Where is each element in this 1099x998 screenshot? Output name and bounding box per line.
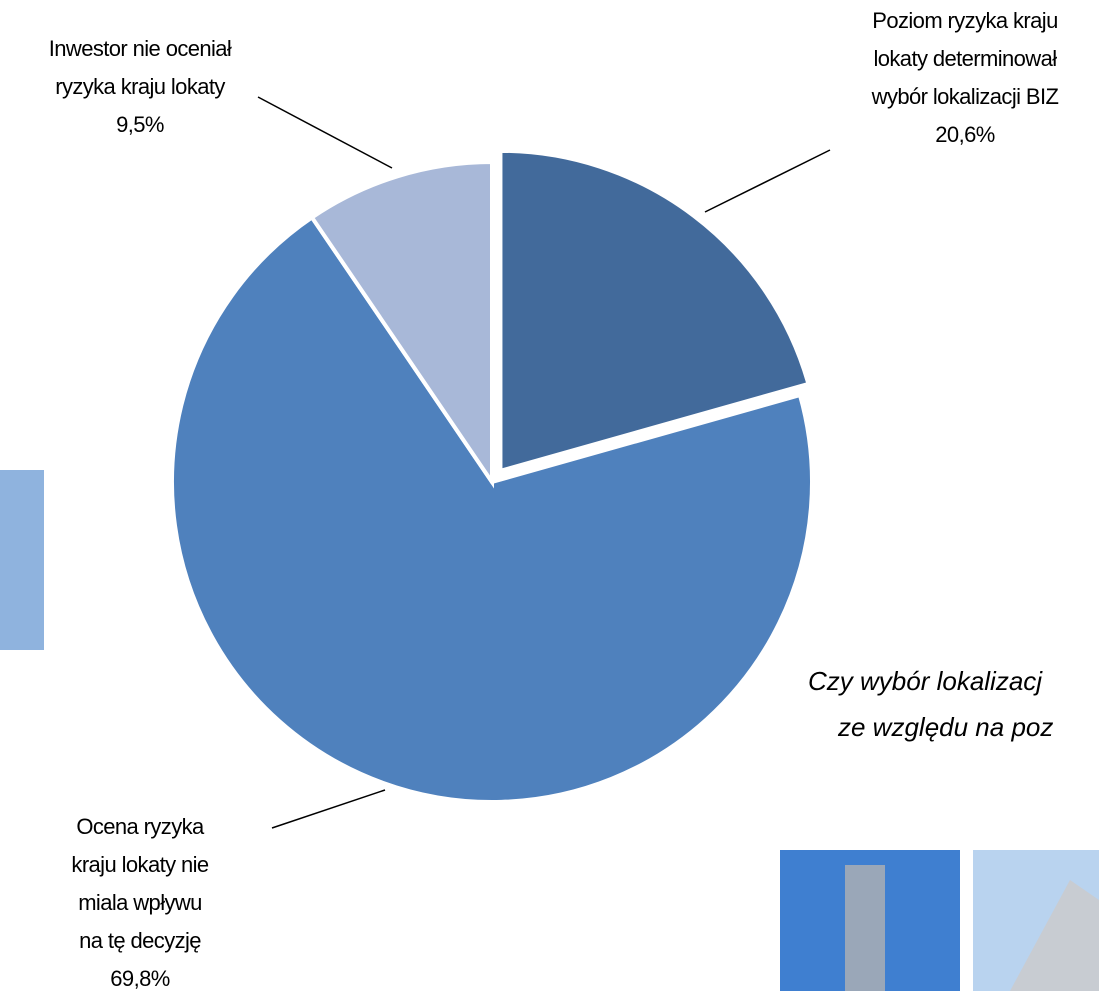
slice-label: Poziom ryzyka kraju lokaty determinował … — [830, 2, 1099, 154]
category-label: Ocena ryzyka kraju lokaty nie miala wpły… — [71, 814, 209, 953]
category-label: Poziom ryzyka kraju lokaty determinował … — [871, 8, 1059, 109]
pie-slice — [170, 214, 814, 804]
pie — [170, 148, 814, 804]
slice-label: Inwestor nie oceniał ryzyka kraju lokaty… — [5, 30, 275, 144]
category-label: Inwestor nie oceniał ryzyka kraju lokaty — [48, 36, 232, 99]
leader-line — [257, 96, 393, 169]
photo-building — [845, 865, 885, 991]
pie-slice — [309, 159, 494, 489]
question-text: ze względu na poz — [838, 712, 1054, 742]
slice-label: Ocena ryzyka kraju lokaty nie miala wpły… — [10, 808, 270, 998]
question-text: Czy wybór lokalizacj — [808, 666, 1043, 696]
value-label: 69,8% — [110, 966, 170, 991]
leader-line — [271, 789, 386, 829]
pie-slice — [498, 148, 811, 474]
photo-building — [1010, 880, 1099, 991]
value-label: 9,5% — [116, 112, 164, 137]
leader-line — [704, 149, 831, 213]
background-shape — [0, 470, 44, 650]
value-label: 20,6% — [935, 122, 995, 147]
